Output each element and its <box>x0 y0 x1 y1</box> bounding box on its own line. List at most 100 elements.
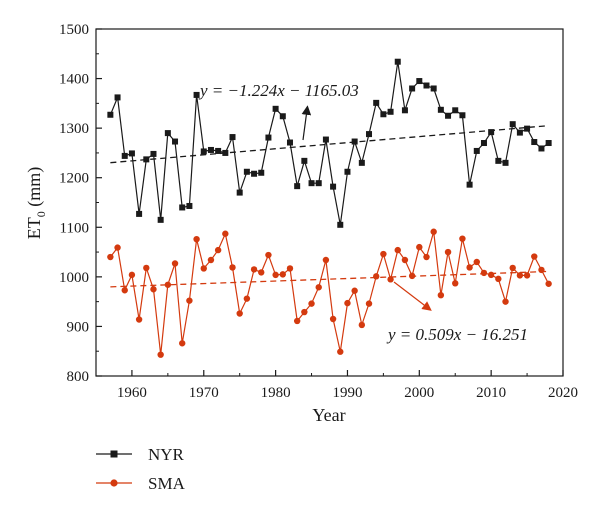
sma-data-point <box>394 246 401 254</box>
nyr-trend-equation: y = −1.224x − 1165.03 <box>198 81 359 100</box>
y-tick-label: 900 <box>67 319 90 335</box>
sma-data-point <box>423 253 430 261</box>
nyr-data-point <box>286 139 293 146</box>
nyr-data-point <box>337 221 344 228</box>
nyr-data-point <box>143 156 150 163</box>
sma-data-point <box>430 228 437 235</box>
sma-data-point <box>495 275 502 283</box>
nyr-data-point <box>294 183 301 190</box>
sma-data-point <box>121 287 128 294</box>
sma-data-point <box>301 308 308 316</box>
sma-data-point <box>351 287 358 294</box>
sma-data-point <box>315 284 322 291</box>
nyr-data-point <box>229 134 236 141</box>
nyr-data-point <box>315 180 322 187</box>
sma-data-point <box>171 260 179 267</box>
nyr-data-point <box>243 168 250 175</box>
sma-data-point <box>114 244 121 251</box>
sma-data-point <box>143 264 150 272</box>
sma-data-point <box>200 265 207 272</box>
x-tick-label: 1970 <box>189 385 219 401</box>
x-tick-label: 1960 <box>117 385 147 401</box>
nyr-data-point <box>373 99 380 106</box>
sma-data-point <box>128 271 136 279</box>
x-axis-label: Year <box>312 405 345 425</box>
sma-data-point <box>466 264 473 271</box>
nyr-data-point <box>128 150 135 157</box>
nyr-data-point <box>157 216 164 223</box>
y-tick-label: 1300 <box>59 121 89 137</box>
nyr-data-point <box>445 112 452 119</box>
nyr-data-point <box>164 130 171 137</box>
sma-data-point <box>337 348 344 355</box>
sma-data-point <box>186 297 193 304</box>
sma-data-point <box>193 235 200 243</box>
y-tick-label: 1400 <box>59 72 89 88</box>
x-axis: 1960 1970 1980 1990 2000 2010 2020 <box>117 370 578 401</box>
y-tick-label: 1000 <box>59 270 89 286</box>
nyr-data-point <box>509 121 516 128</box>
sma-trend-equation: y = 0.509x − 16.251 <box>386 325 528 344</box>
sma-data-point <box>459 235 466 242</box>
sma-data-point <box>452 280 459 287</box>
nyr-data-point <box>488 129 495 136</box>
x-tick-label: 1980 <box>261 385 291 401</box>
nyr-data-point <box>380 111 387 118</box>
nyr-data-point <box>358 159 365 166</box>
sma-data-point <box>222 230 229 237</box>
sma-data-point <box>229 264 236 271</box>
nyr-data-point <box>308 180 315 187</box>
sma-data-point <box>179 340 186 347</box>
sma-data-point <box>373 273 380 280</box>
nyr-data-point <box>265 134 272 141</box>
nyr-data-point <box>330 183 337 190</box>
nyr-data-point <box>524 125 531 132</box>
x-tick-label: 2000 <box>404 385 434 401</box>
nyr-data-point <box>200 148 207 155</box>
nyr-data-point <box>545 140 552 147</box>
svg-text:NYR: NYR <box>148 445 185 464</box>
sma-data-point <box>236 310 243 317</box>
x-tick-label: 1990 <box>332 385 362 401</box>
series-markers <box>107 58 552 358</box>
sma-data-point <box>286 265 294 272</box>
trend-lines <box>110 125 549 288</box>
sma-data-point <box>387 276 394 283</box>
sma-data-point <box>250 266 258 273</box>
y-tick-label: 1500 <box>59 22 89 38</box>
nyr-data-point <box>430 85 437 92</box>
nyr-data-point <box>258 169 265 176</box>
nyr-data-point <box>387 108 394 115</box>
sma-equation-arrow <box>393 281 432 311</box>
nyr-data-point <box>251 170 258 177</box>
nyr-data-point <box>344 168 351 175</box>
nyr-data-point <box>186 202 193 209</box>
nyr-data-point <box>301 157 308 164</box>
sma-data-point <box>545 280 552 287</box>
sma-data-point <box>444 248 452 256</box>
y-tick-label: 1100 <box>60 220 89 236</box>
sma-data-point <box>401 256 409 264</box>
nyr-data-point <box>394 58 401 65</box>
sma-data-point <box>308 300 315 307</box>
sma-data-point <box>207 256 215 264</box>
nyr-data-point <box>473 147 480 154</box>
sma-data-point <box>531 253 538 260</box>
sma-data-point <box>243 295 251 302</box>
sma-data-point <box>329 315 337 323</box>
nyr-data-point <box>480 140 487 147</box>
svg-text:SMA: SMA <box>148 474 186 493</box>
nyr-data-point <box>366 131 373 138</box>
sma-data-point <box>380 250 387 258</box>
sma-data-point <box>480 269 488 277</box>
nyr-data-point <box>416 78 423 85</box>
nyr-data-point <box>401 107 408 114</box>
nyr-data-point <box>466 181 473 188</box>
nyr-data-point <box>502 159 509 166</box>
sma-data-point <box>258 269 265 276</box>
y-tick-label: 1200 <box>59 171 89 187</box>
sma-data-point <box>293 317 301 325</box>
sma-data-point <box>265 251 272 259</box>
sma-data-point <box>473 258 480 266</box>
nyr-data-point <box>538 145 545 152</box>
